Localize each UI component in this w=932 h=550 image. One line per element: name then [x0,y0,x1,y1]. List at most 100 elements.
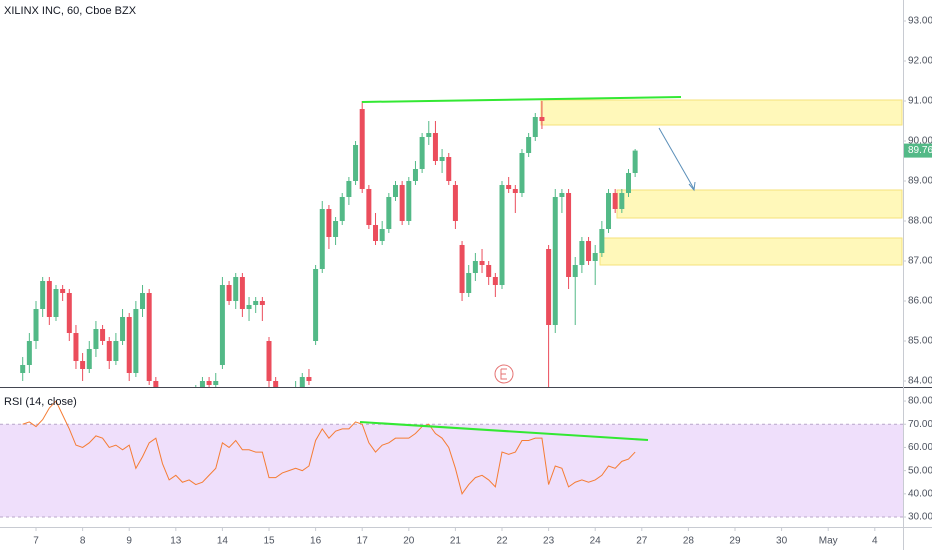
candle-body [199,381,205,387]
x-tick-label: 21 [450,536,462,547]
zone [540,99,903,126]
candle-body [499,185,505,285]
trend-line [359,421,649,441]
candle-body [133,309,139,373]
candle-body [233,277,239,301]
x-tick-label: May [819,536,838,547]
zone [599,237,903,266]
candle-body [472,261,478,273]
earnings-icon [500,368,507,380]
candle-body [625,173,631,193]
candle-body [412,169,418,181]
candle-body [333,221,339,237]
candle-body [100,329,106,341]
last-price-label: 89.76 [908,145,932,156]
candle-body [439,157,445,161]
candle-body [353,145,359,181]
x-tick-label: 30 [776,536,788,547]
candle-body [572,265,578,277]
y-tick-label: 88.00 [908,216,932,227]
x-tick-label: 4 [872,536,878,547]
y-tick-label: 89.00 [908,176,932,187]
x-tick-label: 8 [80,536,86,547]
candle-body [239,277,245,309]
candle-body [579,241,585,265]
candle-body [406,181,412,221]
rsi-pane [0,400,903,518]
candle-body [386,197,392,229]
candle-body [73,333,79,361]
candle-body [426,133,432,137]
candle-body [392,185,398,197]
candle-body [492,277,498,285]
candle-body [486,265,492,277]
x-tick-label: 15 [263,536,275,547]
drawings [540,99,903,266]
chart-title: XILINX INC, 60, Cboe BZX [4,5,137,17]
candle-body [379,229,385,241]
y-tick-label: 50.00 [908,465,932,476]
candle-body [113,341,119,361]
x-tick-label: 7 [33,536,39,547]
zone [616,189,903,219]
candle-body [539,117,545,121]
candle-body [452,185,458,221]
x-tick-label: 20 [403,536,415,547]
candle-body [339,197,345,221]
candle-body [546,249,552,325]
x-tick-label: 14 [217,536,229,547]
y-tick-label: 86.00 [908,296,932,307]
candle-body [206,381,212,385]
candle-body [366,189,372,225]
candle-body [86,349,92,369]
candle-body [219,285,225,365]
trend-line [361,96,682,103]
candle-body [40,281,46,309]
candle-body [446,157,452,181]
candle-body [140,293,146,309]
candle-body [60,289,66,293]
candle-body [153,381,159,387]
candle-body [266,341,272,381]
price-pane [20,101,638,387]
x-tick-label: 13 [170,536,182,547]
candle-body [632,150,638,173]
candle-body [126,317,132,373]
x-tick-label: 23 [543,536,555,547]
candle-body [506,185,512,189]
x-tick-label: 29 [729,536,741,547]
x-tick-label: 16 [310,536,322,547]
candle-body [146,293,152,381]
candle-body [586,241,592,261]
y-tick-label: 40.00 [908,488,932,499]
candle-body [319,209,325,269]
candle-body [313,269,319,341]
candle-body [479,261,485,265]
candle-body [559,193,565,197]
candle-body [259,301,265,305]
candle-body [599,229,605,253]
candle-body [246,305,252,309]
candle-body [552,197,558,325]
candle-body [106,341,112,361]
candle-body [519,153,525,193]
candle-body [66,293,72,333]
candle-body [306,377,312,381]
candle-body [532,117,538,137]
candle-body [253,301,259,305]
candle-body [566,193,572,277]
candle-body [326,209,332,237]
y-tick-label: 87.00 [908,256,932,267]
candle-body [459,245,465,293]
annotations [359,96,696,441]
candle-body [26,341,32,365]
last-price-box [904,143,932,158]
candle-body [299,377,305,387]
candle-body [619,193,625,209]
candle-body [226,285,232,301]
rsi-line [22,400,636,495]
x-tick-label: 27 [636,536,648,547]
arrow [658,127,695,190]
candle-body [606,193,612,229]
